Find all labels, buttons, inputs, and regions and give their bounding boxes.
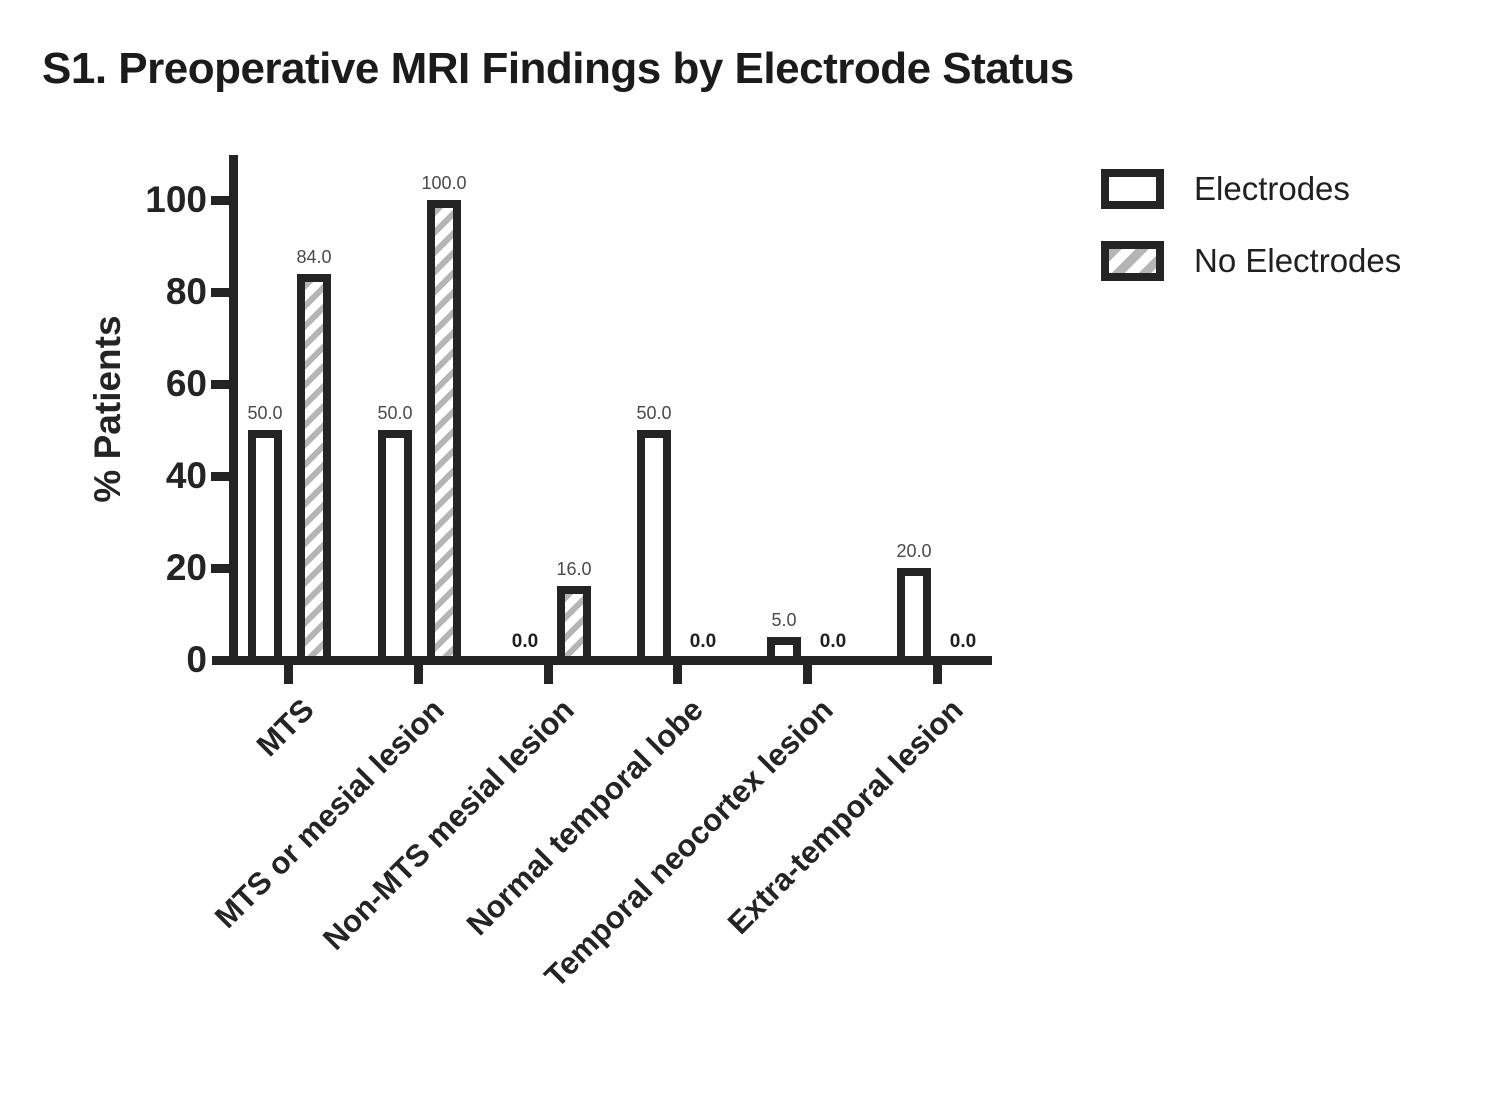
y-tick	[211, 196, 229, 205]
bar-value-label: 20.0	[896, 541, 932, 561]
bar-value-label: 50.0	[247, 403, 283, 423]
x-tick	[414, 665, 423, 684]
y-tick	[211, 472, 229, 481]
bar-value-label: 0.0	[949, 631, 977, 652]
y-tick-label: 60	[165, 363, 207, 404]
y-tick	[211, 380, 229, 389]
y-tick	[211, 564, 229, 573]
y-tick-label: 20	[165, 547, 207, 588]
bar-value-label: 0.0	[819, 631, 847, 652]
hatched-bar-swatch-icon	[1101, 241, 1164, 281]
y-tick-label: 0	[186, 639, 207, 680]
legend-item-no-electrodes: No Electrodes	[1101, 241, 1401, 281]
bar-value-label: 16.0	[556, 559, 592, 579]
x-tick	[803, 665, 812, 684]
x-tick	[284, 665, 293, 684]
chart-title: S1. Preoperative MRI Findings by Electro…	[42, 44, 1074, 93]
bar-electrodes	[767, 637, 801, 656]
bar-value-label: 0.0	[689, 631, 717, 652]
bar-value-label: 84.0	[296, 247, 332, 267]
legend-label-no-electrodes: No Electrodes	[1194, 242, 1402, 279]
y-tick-label: 80	[165, 271, 207, 312]
bar-no-electrodes	[427, 200, 461, 656]
legend: Electrodes No Electrodes	[1101, 169, 1401, 281]
bar-electrodes	[897, 568, 931, 656]
bar-value-label: 50.0	[377, 403, 413, 423]
x-tick	[673, 665, 682, 684]
bar-electrodes	[378, 430, 412, 656]
x-tick	[933, 665, 942, 684]
bar-value-label: 100.0	[421, 173, 467, 193]
open-bar-swatch-icon	[1101, 169, 1164, 209]
x-axis-line	[212, 656, 992, 665]
bar-value-label: 50.0	[636, 403, 672, 423]
y-axis-line	[229, 155, 238, 665]
bar-value-label: 0.0	[511, 631, 539, 652]
legend-label-electrodes: Electrodes	[1194, 170, 1350, 207]
y-tick-label: 100	[145, 179, 207, 220]
bar-no-electrodes	[557, 586, 591, 656]
x-tick	[544, 665, 553, 684]
bar-value-label: 5.0	[771, 610, 797, 630]
bar-no-electrodes	[297, 274, 331, 656]
y-tick-label: 40	[165, 455, 207, 496]
y-tick	[211, 288, 229, 297]
bar-electrodes	[637, 430, 671, 656]
bar-electrodes	[248, 430, 282, 656]
legend-item-electrodes: Electrodes	[1101, 169, 1401, 209]
